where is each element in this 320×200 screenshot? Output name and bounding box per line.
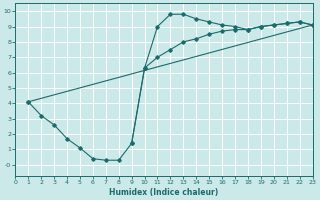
X-axis label: Humidex (Indice chaleur): Humidex (Indice chaleur) — [109, 188, 219, 197]
